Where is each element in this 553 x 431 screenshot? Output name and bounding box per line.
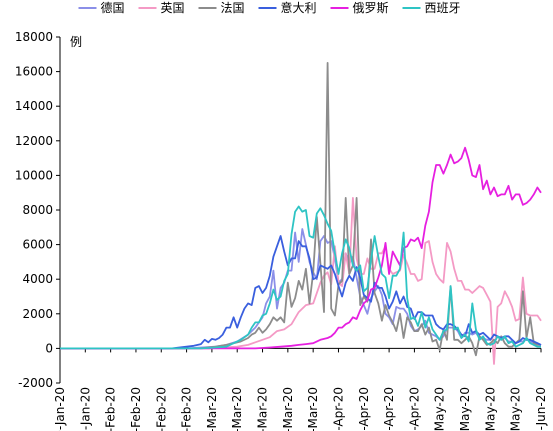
y-tick-label: -2000 [18,376,53,390]
legend-label: 西班牙 [425,1,461,15]
legend-label: 意大利 [281,0,317,15]
x-tick-label: 04-May-20 [433,387,447,431]
y-tick-label: 4000 [22,272,53,286]
series-line-5 [60,205,541,350]
x-tick-label: 13-Apr-20 [357,387,371,431]
y-tick-label: 16000 [15,65,53,79]
y-tick-label: 0 [45,341,53,355]
x-tick-label: 27-Apr-20 [407,387,421,431]
legend-label: 俄罗斯 [353,1,389,15]
y-tick-label: 12000 [15,134,53,148]
series-line-4 [60,146,542,350]
x-tick-label: 03-Feb-20 [104,387,118,431]
y-tick-label: 2000 [22,307,53,321]
x-tick-label: 02-Mar-20 [205,387,219,431]
x-tick-label: 23-Mar-20 [281,387,295,431]
x-tick-label: 06-Apr-20 [331,387,345,431]
x-tick-label: 30-Mar-20 [306,387,320,431]
legend-label: 法国 [221,1,245,15]
y-tick-label: 18000 [15,30,53,44]
x-tick-label: 09-Mar-20 [230,387,244,431]
x-tick-label: 11-May-20 [458,387,472,431]
y-tick-label: 14000 [15,99,53,113]
x-tick-label: 01-Jun-20 [534,387,548,431]
x-tick-label: 25-May-20 [509,387,523,431]
x-tick-label: 27-Jan-20 [78,387,92,431]
y-tick-label: 10000 [15,168,53,182]
series-line-3 [60,235,542,350]
y-tick-label: 8000 [22,203,53,217]
x-tick-label: 10-Feb-20 [129,387,143,431]
series-lines [60,62,542,365]
x-tick-label: 20-Apr-20 [382,387,396,431]
x-tick-label: 18-May-20 [483,387,497,431]
x-axis: 20-Jan-20 27-Jan-20 03-Feb-20 10-Feb-20 17-F… [53,347,548,431]
unit-label: 例 [70,35,82,49]
legend-label: 英国 [161,1,185,15]
x-tick-label: 17-Feb-20 [154,387,168,431]
legend-label: 德国 [101,0,125,15]
x-tick-label: 16-Mar-20 [256,387,270,431]
legend: 德国 英国 法国 意大利 俄罗斯 西班牙 [78,0,461,15]
x-tick-label: 20-Jan-20 [53,387,67,431]
y-axis: -2000 0 2000 4000 6000 8000 10000 12000 14000 160… [15,30,61,390]
y-tick-label: 6000 [22,238,53,252]
x-tick-label: 24-Feb-20 [180,387,194,431]
